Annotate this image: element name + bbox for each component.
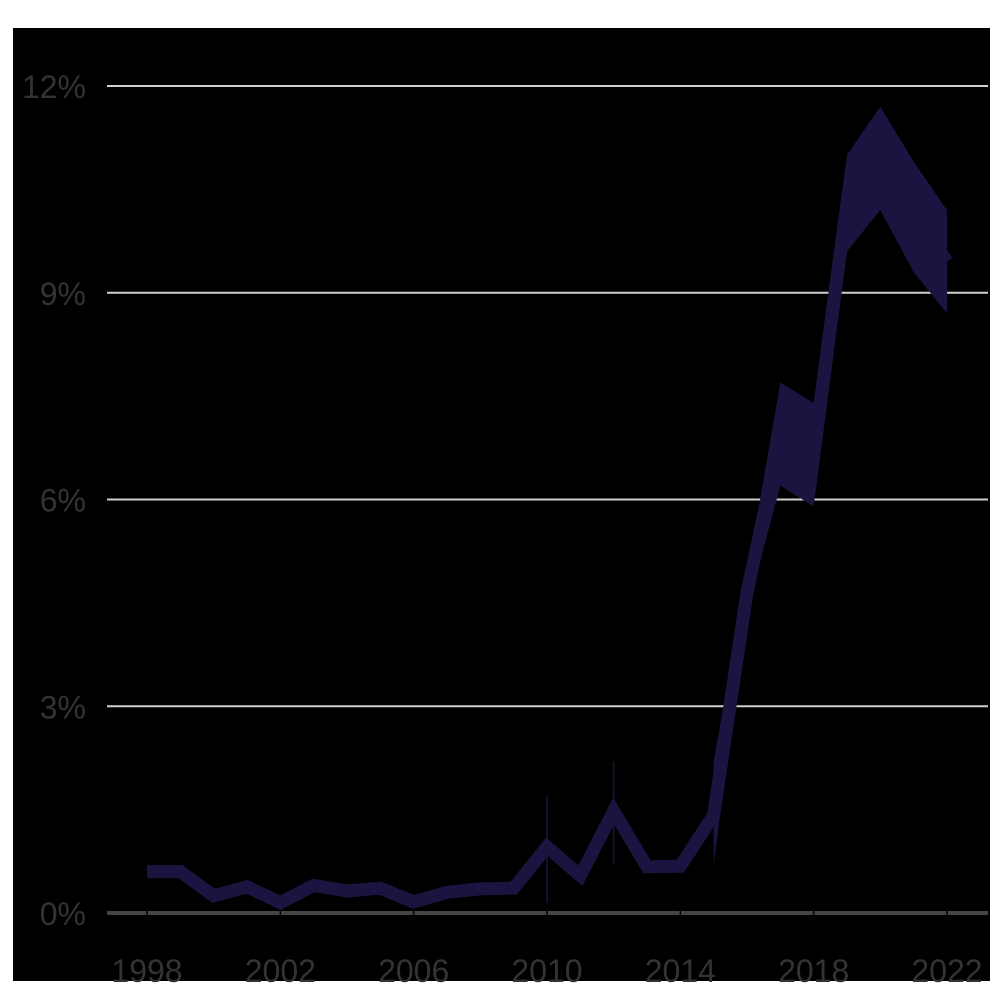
confidence-band-area: [713, 106, 947, 865]
y-axis-ticks: 0% 3% 6% 9% 12%: [22, 69, 86, 932]
x-tick-label: 2014: [645, 953, 716, 989]
y-tick-label: 12%: [22, 69, 86, 105]
x-tick-label: 2002: [245, 953, 316, 989]
y-tick-label: 9%: [40, 276, 86, 312]
confidence-band: [713, 106, 947, 865]
x-axis-ticks: 1998 2002 2006 2010 2014 2018 2022: [111, 911, 983, 989]
x-tick-label: 2022: [911, 953, 982, 989]
data-line: [147, 146, 953, 910]
x-tick-label: 1998: [111, 953, 182, 989]
chart-background: [13, 28, 990, 981]
y-tick-label: 0%: [40, 896, 86, 932]
x-tick-label: 2018: [778, 953, 849, 989]
y-tick-label: 3%: [40, 689, 86, 725]
y-tick-label: 6%: [40, 483, 86, 519]
x-tick-label: 2010: [511, 953, 582, 989]
series-line: [147, 146, 953, 910]
x-tick-label: 2006: [378, 953, 449, 989]
